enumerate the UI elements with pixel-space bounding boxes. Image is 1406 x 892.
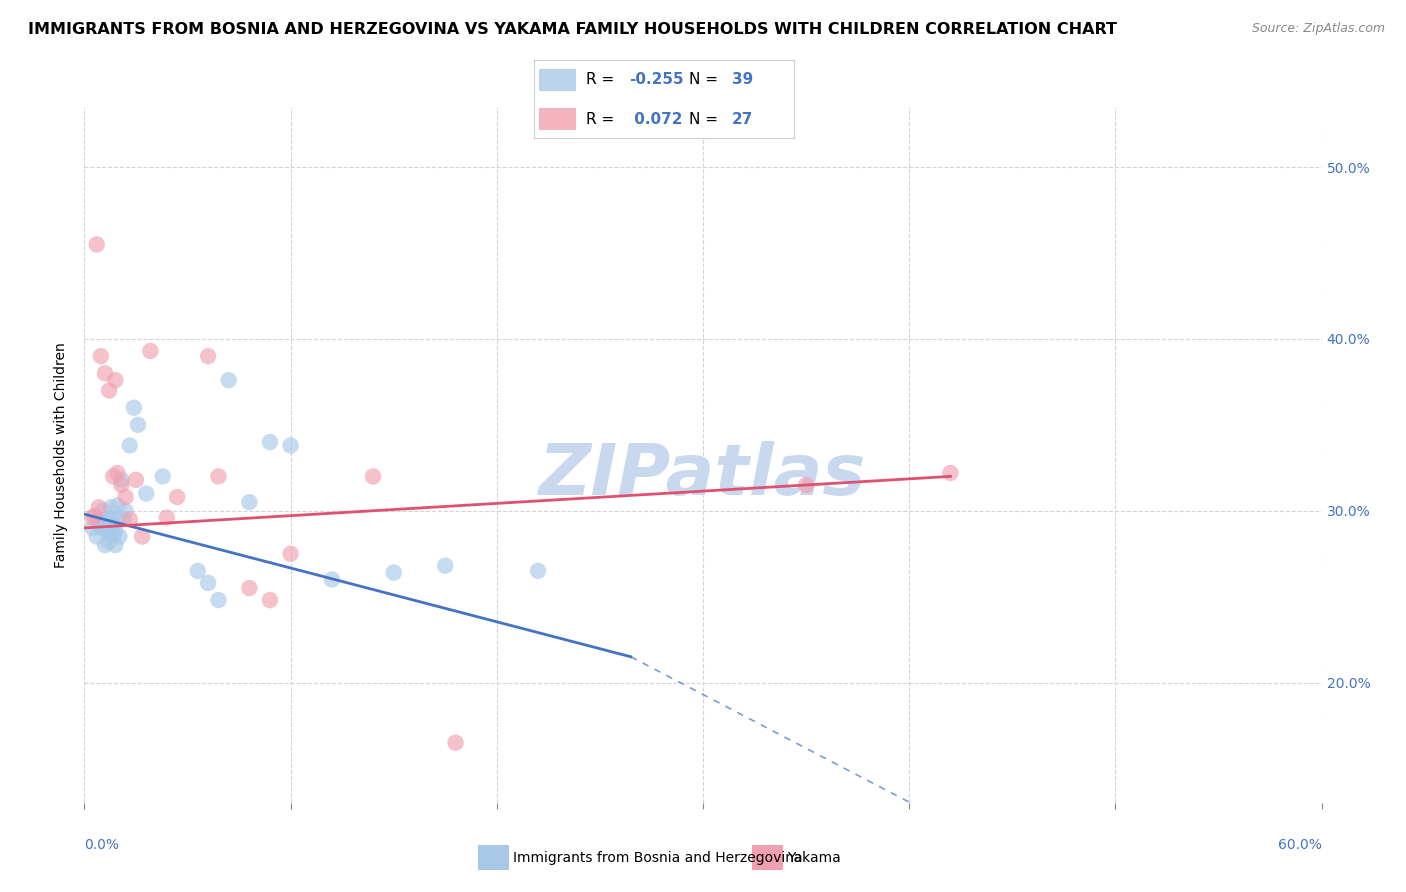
- Point: [108, 529, 131, 543]
- Point: [197, 575, 219, 590]
- Text: IMMIGRANTS FROM BOSNIA AND HERZEGOVINA VS YAKAMA FAMILY HOUSEHOLDS WITH CHILDREN: IMMIGRANTS FROM BOSNIA AND HERZEGOVINA V…: [28, 22, 1118, 37]
- Point: [82, 521, 104, 535]
- Point: [83, 508, 105, 523]
- Point: [125, 473, 148, 487]
- Point: [94, 517, 117, 532]
- Point: [939, 466, 962, 480]
- Point: [527, 564, 550, 578]
- Point: [105, 512, 128, 526]
- Text: -0.255: -0.255: [630, 72, 683, 87]
- Point: [444, 736, 467, 750]
- Point: [110, 478, 132, 492]
- Point: [98, 384, 121, 398]
- Point: [280, 438, 302, 452]
- Text: 0.0%: 0.0%: [84, 838, 120, 853]
- Text: Immigrants from Bosnia and Herzegovina: Immigrants from Bosnia and Herzegovina: [513, 851, 803, 865]
- Bar: [540, 70, 576, 91]
- Point: [104, 373, 127, 387]
- Point: [139, 343, 162, 358]
- Point: [197, 349, 219, 363]
- Point: [321, 573, 343, 587]
- Point: [98, 521, 121, 535]
- Point: [86, 237, 108, 252]
- Point: [166, 490, 188, 504]
- Point: [100, 512, 122, 526]
- Point: [131, 529, 153, 543]
- Text: ZIPatlas: ZIPatlas: [540, 442, 866, 510]
- Point: [156, 510, 179, 524]
- Point: [103, 469, 125, 483]
- Point: [96, 512, 118, 526]
- Point: [118, 438, 141, 452]
- Point: [238, 495, 260, 509]
- Point: [87, 512, 110, 526]
- Point: [280, 547, 302, 561]
- Point: [127, 417, 149, 432]
- Point: [96, 524, 118, 539]
- Point: [82, 510, 104, 524]
- Point: [104, 524, 127, 539]
- Point: [104, 538, 127, 552]
- Point: [207, 469, 229, 483]
- Point: [382, 566, 405, 580]
- Text: 27: 27: [733, 112, 754, 127]
- Point: [90, 521, 112, 535]
- Point: [100, 500, 122, 515]
- Text: 60.0%: 60.0%: [1278, 838, 1322, 853]
- Point: [259, 435, 281, 450]
- Point: [105, 499, 128, 513]
- Point: [238, 581, 260, 595]
- Point: [434, 558, 457, 573]
- Point: [114, 490, 136, 504]
- Point: [110, 473, 132, 487]
- Point: [118, 512, 141, 526]
- Point: [361, 469, 384, 483]
- Point: [98, 534, 121, 549]
- Point: [207, 593, 229, 607]
- Point: [90, 349, 112, 363]
- Point: [152, 469, 174, 483]
- Point: [105, 466, 128, 480]
- Point: [91, 504, 114, 518]
- Point: [218, 373, 240, 387]
- Text: R =: R =: [586, 112, 620, 127]
- Point: [94, 367, 117, 381]
- Point: [187, 564, 209, 578]
- Point: [103, 528, 125, 542]
- Point: [87, 500, 110, 515]
- Text: Source: ZipAtlas.com: Source: ZipAtlas.com: [1251, 22, 1385, 36]
- Text: 0.072: 0.072: [630, 112, 683, 127]
- Point: [794, 478, 817, 492]
- Point: [112, 512, 135, 526]
- Text: N =: N =: [689, 72, 723, 87]
- Point: [114, 504, 136, 518]
- Text: R =: R =: [586, 72, 620, 87]
- Point: [103, 517, 125, 532]
- Y-axis label: Family Households with Children: Family Households with Children: [55, 342, 69, 568]
- Text: 39: 39: [733, 72, 754, 87]
- Point: [122, 401, 145, 415]
- Point: [86, 529, 108, 543]
- Text: Yakama: Yakama: [787, 851, 841, 865]
- Text: N =: N =: [689, 112, 723, 127]
- Point: [94, 538, 117, 552]
- Point: [135, 486, 157, 500]
- Point: [259, 593, 281, 607]
- Bar: [540, 109, 576, 130]
